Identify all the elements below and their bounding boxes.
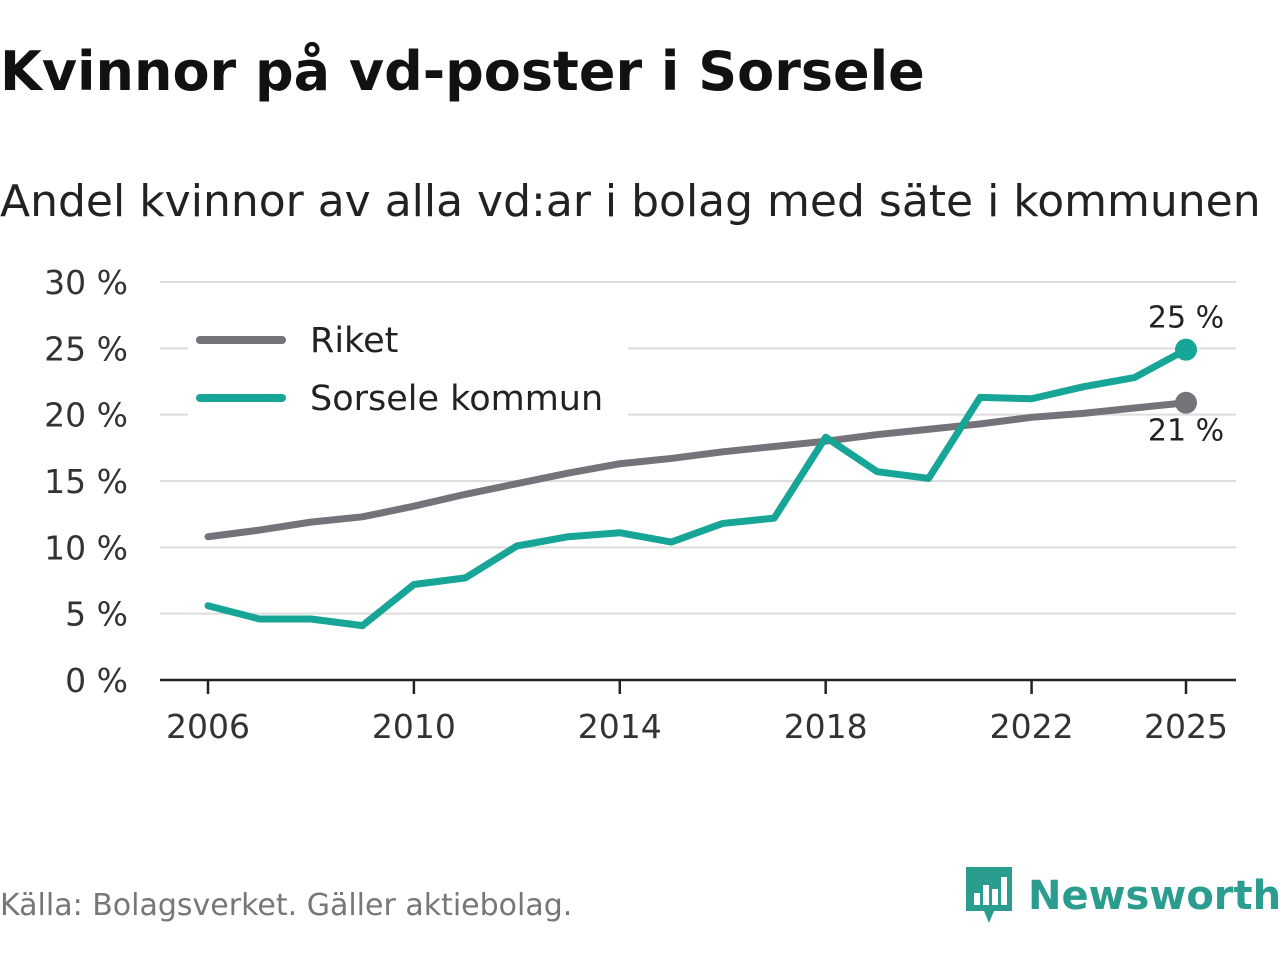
end-label-sorsele: 25 % [1148, 301, 1224, 336]
x-tick-label: 2014 [578, 707, 662, 746]
y-tick-label: 10 % [44, 528, 128, 567]
y-tick-label: 25 % [44, 329, 128, 368]
legend-label-riket: Riket [310, 321, 398, 361]
brand-logo: Newsworthy [964, 864, 1280, 928]
y-tick-label: 15 % [44, 462, 128, 501]
chart-subtitle: Andel kvinnor av alla vd:ar i bolag med … [0, 176, 1261, 227]
chart-title: Kvinnor på vd-poster i Sorsele [0, 40, 925, 103]
source-note: Källa: Bolagsverket. Gäller aktiebolag. [0, 888, 573, 923]
end-point-riket [1175, 391, 1197, 414]
y-tick-label: 0 % [65, 661, 128, 700]
y-tick-label: 20 % [44, 396, 128, 435]
end-point-sorsele [1175, 338, 1197, 361]
legend-label-sorsele: Sorsele kommun [310, 379, 603, 419]
series-line-riket [204, 399, 1190, 541]
x-tick-label: 2006 [166, 707, 250, 746]
legend-box [188, 312, 628, 422]
newsworthy-icon [966, 867, 1012, 923]
x-tick-label: 2025 [1144, 707, 1228, 746]
brand-name: Newsworthy [1028, 873, 1280, 919]
y-tick-label: 5 % [65, 595, 128, 634]
x-tick-label: 2018 [784, 707, 868, 746]
x-tick-label: 2022 [990, 707, 1074, 746]
end-label-riket: 21 % [1148, 414, 1224, 449]
series-line-sorsele [204, 346, 1190, 630]
x-tick-label: 2010 [372, 707, 456, 746]
y-tick-label: 30 % [44, 263, 128, 302]
